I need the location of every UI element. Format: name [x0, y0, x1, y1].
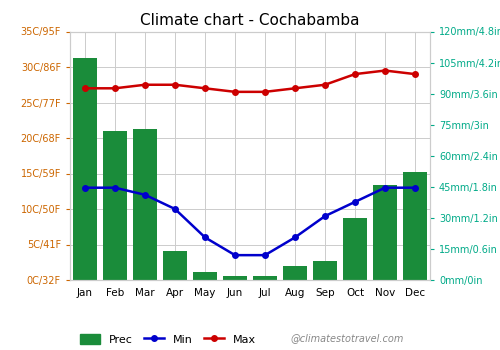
Title: Climate chart - Cochabamba: Climate chart - Cochabamba	[140, 13, 360, 28]
Bar	[103, 131, 127, 280]
Bar	[223, 276, 247, 280]
Bar	[343, 218, 367, 280]
Bar	[403, 172, 427, 280]
Bar	[73, 58, 97, 280]
Bar	[253, 276, 277, 280]
Bar	[163, 251, 187, 280]
Bar	[193, 272, 217, 280]
Legend: Prec, Min, Max: Prec, Min, Max	[76, 329, 260, 349]
Bar	[133, 129, 157, 280]
Bar	[313, 261, 337, 280]
Bar	[373, 185, 397, 280]
Bar	[283, 266, 307, 280]
Text: @climatestotravel.com: @climatestotravel.com	[290, 333, 404, 343]
